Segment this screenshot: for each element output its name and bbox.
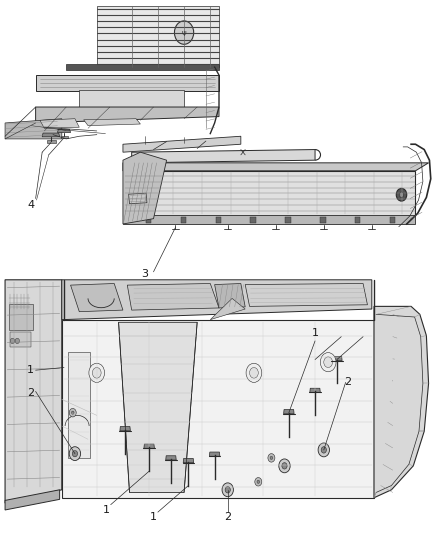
Text: 4: 4 — [28, 200, 35, 211]
Bar — [390, 217, 396, 223]
Polygon shape — [132, 150, 315, 163]
Polygon shape — [310, 388, 320, 392]
Bar — [11, 333, 31, 348]
Circle shape — [222, 483, 233, 497]
Polygon shape — [84, 119, 141, 126]
Polygon shape — [129, 193, 147, 204]
Bar — [251, 217, 256, 223]
Polygon shape — [5, 490, 60, 510]
Circle shape — [321, 447, 326, 453]
Polygon shape — [183, 458, 194, 463]
Circle shape — [320, 353, 336, 372]
Polygon shape — [123, 215, 416, 224]
Text: 2: 2 — [344, 377, 351, 387]
Circle shape — [250, 368, 258, 378]
Bar — [320, 217, 325, 223]
Circle shape — [396, 188, 407, 201]
Circle shape — [71, 411, 74, 414]
Circle shape — [270, 456, 273, 459]
Circle shape — [72, 450, 78, 457]
Polygon shape — [127, 284, 219, 310]
Polygon shape — [71, 284, 123, 312]
Circle shape — [318, 443, 329, 457]
Circle shape — [92, 368, 101, 378]
Polygon shape — [42, 133, 60, 137]
Circle shape — [15, 338, 19, 344]
Polygon shape — [46, 140, 56, 143]
Bar — [180, 217, 186, 223]
Polygon shape — [68, 352, 90, 458]
Polygon shape — [332, 357, 342, 361]
Bar — [215, 217, 221, 223]
Polygon shape — [35, 75, 219, 91]
Circle shape — [324, 357, 332, 368]
Polygon shape — [35, 107, 219, 123]
Bar — [9, 304, 32, 330]
Text: 1: 1 — [103, 505, 110, 515]
Polygon shape — [120, 426, 131, 431]
Polygon shape — [119, 322, 197, 492]
Text: 1: 1 — [27, 365, 34, 375]
Polygon shape — [166, 456, 176, 460]
Bar — [146, 217, 151, 223]
Circle shape — [246, 364, 262, 382]
Bar — [355, 217, 360, 223]
Text: 3: 3 — [141, 270, 148, 279]
Text: 1: 1 — [311, 328, 318, 338]
Polygon shape — [123, 171, 416, 216]
Circle shape — [69, 447, 81, 461]
Text: 1: 1 — [150, 512, 157, 522]
Circle shape — [268, 454, 275, 462]
Text: ψ: ψ — [182, 30, 187, 36]
Polygon shape — [40, 119, 79, 128]
Polygon shape — [97, 6, 219, 67]
Polygon shape — [5, 119, 62, 139]
Polygon shape — [209, 452, 220, 456]
Circle shape — [174, 21, 194, 44]
Polygon shape — [144, 444, 154, 448]
Polygon shape — [5, 280, 62, 503]
Text: 2: 2 — [224, 512, 231, 522]
Circle shape — [279, 459, 290, 473]
Circle shape — [11, 338, 14, 344]
Bar — [286, 217, 290, 223]
Circle shape — [257, 480, 260, 483]
Polygon shape — [62, 320, 374, 498]
Polygon shape — [123, 152, 166, 224]
Polygon shape — [62, 280, 372, 320]
Polygon shape — [66, 64, 219, 70]
Polygon shape — [284, 409, 294, 414]
Circle shape — [399, 192, 404, 197]
Text: 2: 2 — [27, 388, 34, 398]
Polygon shape — [245, 284, 367, 306]
Polygon shape — [123, 136, 241, 152]
Polygon shape — [210, 298, 245, 320]
Polygon shape — [215, 284, 245, 308]
Polygon shape — [123, 163, 428, 171]
Circle shape — [89, 364, 105, 382]
Circle shape — [69, 408, 76, 417]
Bar — [5, 6, 228, 139]
Polygon shape — [79, 90, 184, 107]
Circle shape — [255, 478, 262, 486]
Circle shape — [225, 487, 230, 493]
Polygon shape — [374, 306, 428, 498]
Polygon shape — [57, 130, 71, 133]
Circle shape — [282, 463, 287, 469]
Polygon shape — [60, 136, 68, 138]
